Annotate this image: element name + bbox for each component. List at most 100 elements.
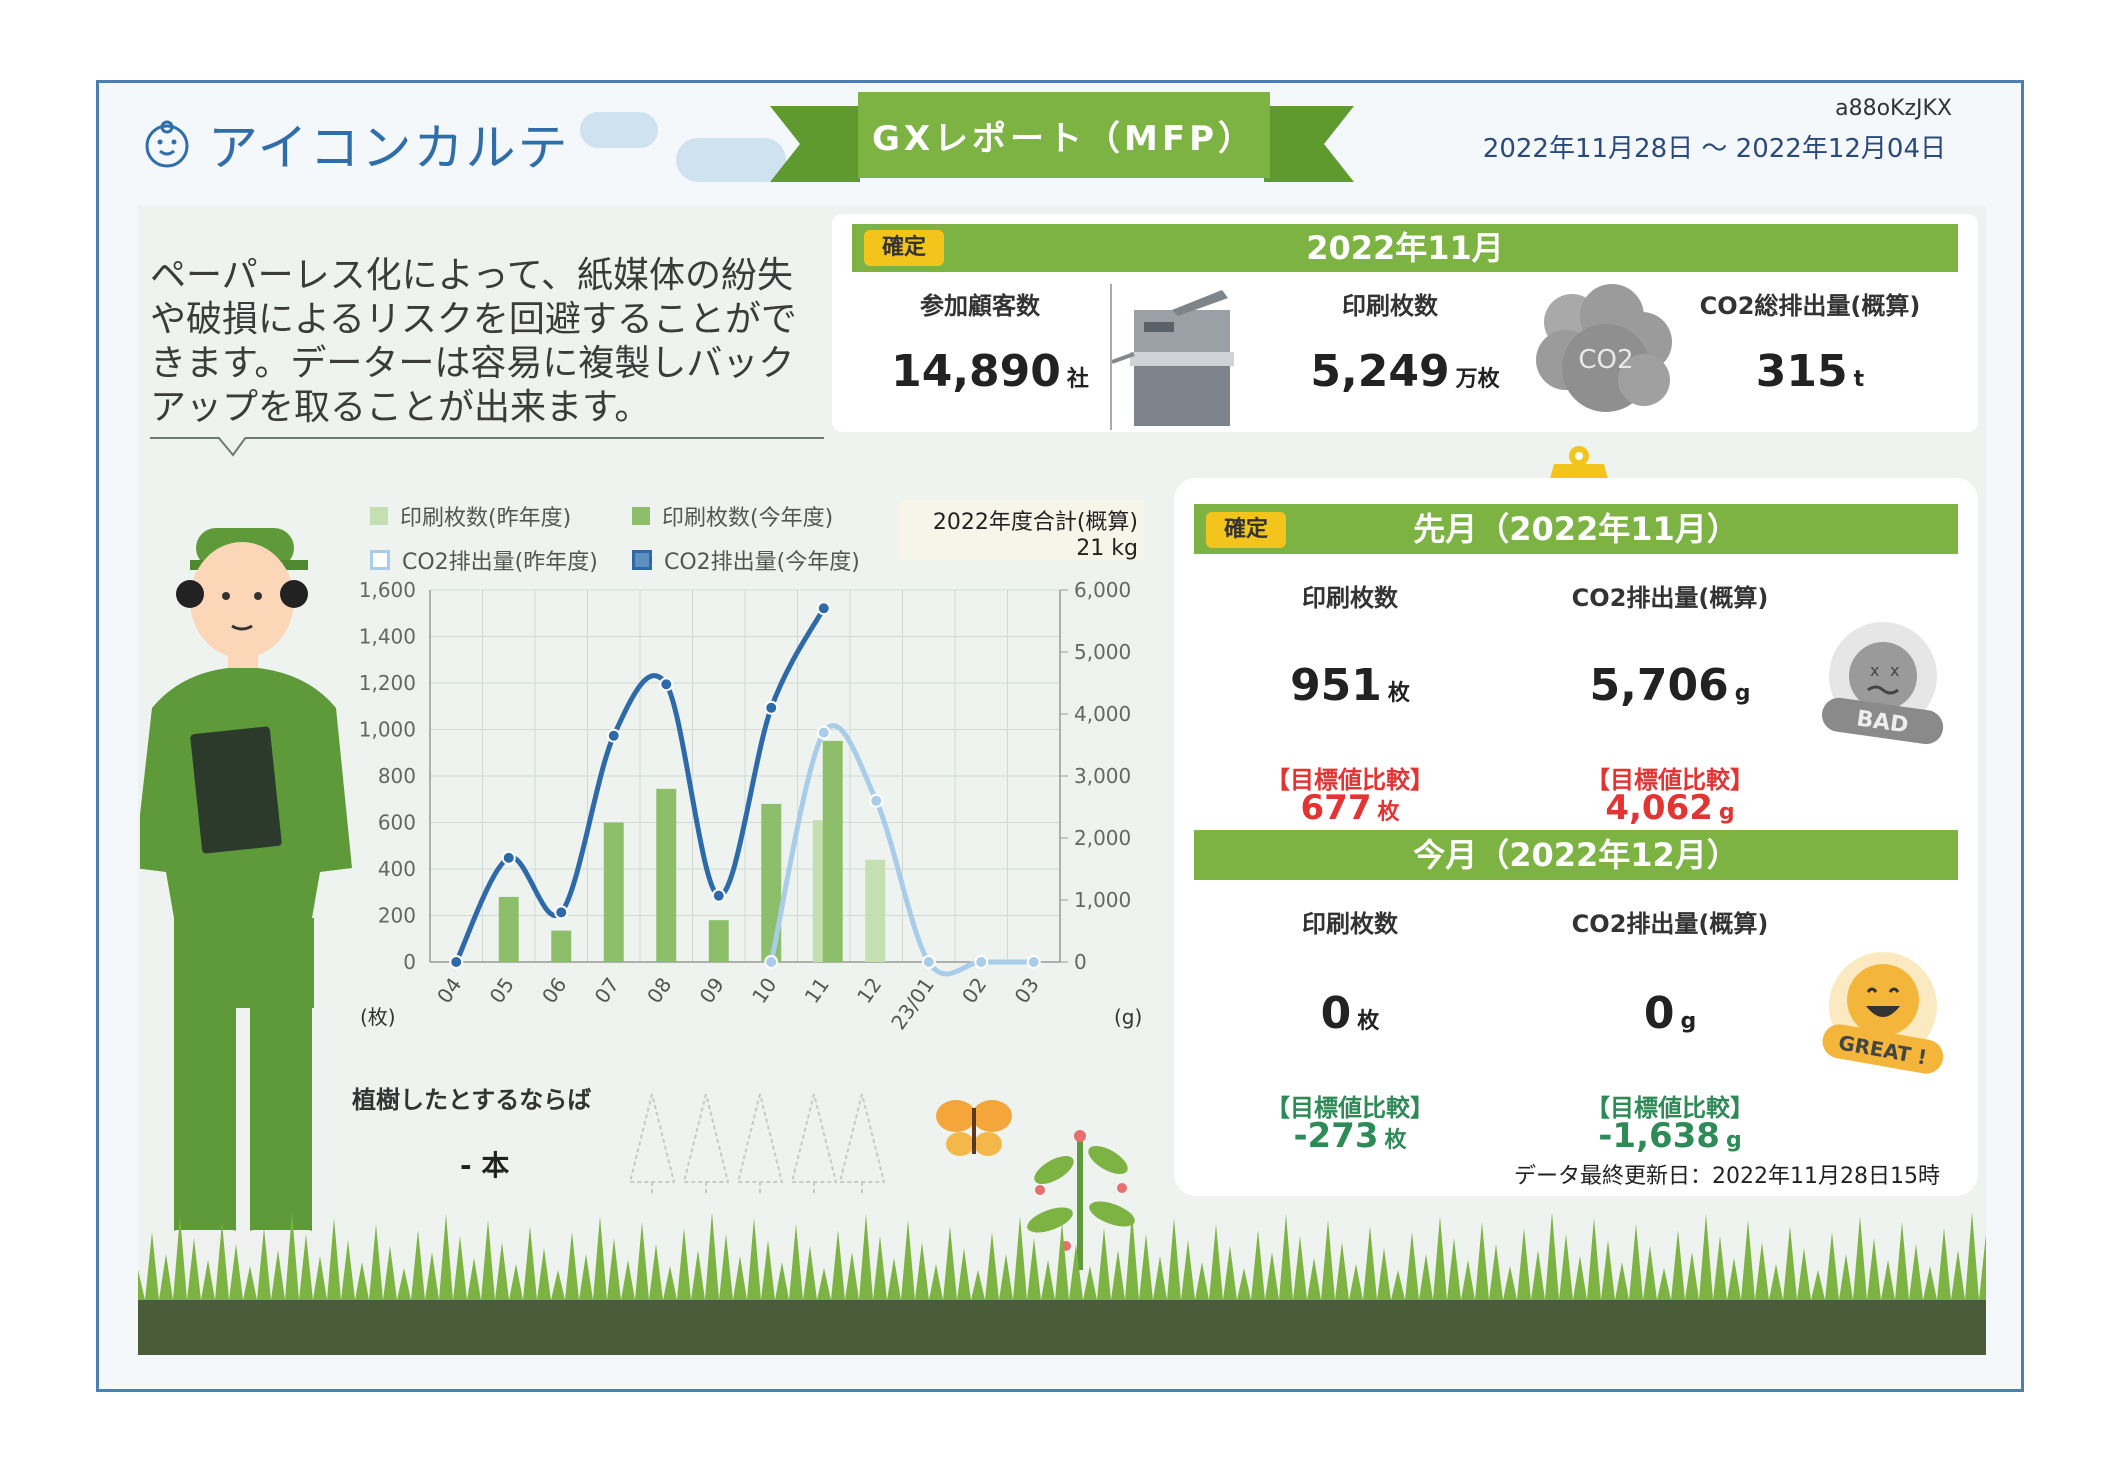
x-tick-label: 23/01 [886, 973, 939, 1034]
this-co2-cmp-unit: g [1725, 1128, 1742, 1153]
cloud-decoration [580, 112, 658, 148]
title-ribbon [770, 106, 1354, 182]
x-tick-label: 02 [957, 973, 991, 1008]
last-prints-number: 951 [1290, 660, 1382, 711]
svg-text:x: x [1870, 661, 1879, 680]
legend-swatch [370, 550, 390, 570]
y-right-tick-label: 1,000 [1074, 888, 1131, 912]
annual-total-value: 21 kg [1076, 536, 1138, 561]
line-co2-curr [454, 607, 826, 964]
customers-unit: 社 [1066, 367, 1089, 392]
last-month-chip: 確定 [1206, 512, 1286, 548]
line-co2-curr-point [659, 677, 674, 692]
line-co2-prev-point [974, 955, 989, 969]
line-co2-curr-point [554, 905, 569, 920]
legend-co2-prev: CO2排出量(昨年度) [370, 544, 598, 576]
last-updated: データ最終更新日：2022年11月28日15時 [1514, 1164, 1940, 1189]
legend-prints-prev: 印刷枚数(昨年度) [370, 500, 571, 532]
line-co2-prev-point [869, 793, 884, 808]
last-co2-label: CO2排出量(概算) [1571, 584, 1769, 612]
cloud-decoration [676, 138, 786, 182]
bar-prints-curr [498, 896, 519, 962]
summary-month: 2022年11月 [1306, 229, 1504, 267]
bar-prints-curr [551, 930, 572, 962]
annual-total-box: 2022年度合計(概算) 21 kg [900, 500, 1144, 561]
report-title: GXレポート（MFP） [858, 92, 1270, 178]
legend-label: CO2排出量(今年度) [664, 550, 860, 575]
y-left-tick-label: 1,200 [359, 671, 416, 695]
prints-label: 印刷枚数 [1342, 292, 1438, 320]
line-co2-prev-point [816, 725, 831, 740]
tree-outlines-icon [628, 1093, 886, 1196]
customers-number: 14,890 [891, 346, 1061, 397]
last-month-title: 先月（2022年11月） [1413, 510, 1739, 548]
y-right-tick-label: 5,000 [1074, 640, 1131, 664]
legend-label: 印刷枚数(今年度) [662, 506, 834, 531]
annual-total-label: 2022年度合計(概算) [932, 510, 1138, 535]
y-left-unit-label: (枚) [360, 1005, 396, 1029]
this-prints-cmp-label: 【目標値比較】 [1266, 1094, 1434, 1122]
intro-underline [150, 437, 824, 439]
bar-prints-curr [822, 740, 843, 962]
last-co2-cmp-label: 【目標値比較】 [1586, 766, 1754, 794]
line-co2-prev-point [764, 955, 779, 969]
y-right-tick-label: 6,000 [1074, 578, 1131, 602]
last-co2-number: 5,706 [1589, 660, 1729, 711]
line-co2-curr-point [764, 700, 779, 715]
logo: アイコンカルテ [140, 108, 570, 180]
x-tick-label: 03 [1010, 973, 1044, 1008]
combo-chart: 1,600 1,400 1,200 1,000 800 600 400 200 0 6,000 5,… [359, 578, 1143, 1034]
this-prints-cmp: -273 枚 [1250, 1116, 1450, 1156]
this-prints-number: 0 [1320, 988, 1352, 1039]
printer-icon [1112, 290, 1234, 426]
line-co2-curr-point [449, 955, 464, 969]
legend-label: 印刷枚数(昨年度) [400, 506, 572, 531]
y-left-tick-label: 400 [378, 857, 416, 881]
y-left-tick-label: 1,000 [359, 718, 416, 742]
this-co2-label: CO2排出量(概算) [1571, 910, 1769, 938]
y-right-tick-label: 3,000 [1074, 764, 1131, 788]
prints-unit: 万枚 [1455, 367, 1500, 392]
last-prints-unit: 枚 [1387, 681, 1410, 706]
x-tick-label: 09 [695, 973, 729, 1008]
last-prints-cmp: 677 枚 [1250, 788, 1450, 828]
butterfly-icon [936, 1100, 1012, 1156]
ground-band [138, 1300, 1986, 1355]
line-co2-curr-point [711, 888, 726, 903]
last-co2-cmp-number: 4,062 [1605, 788, 1713, 828]
x-tick-label: 11 [800, 973, 834, 1008]
this-co2-unit: g [1680, 1009, 1697, 1034]
bar-prints-curr [761, 803, 782, 962]
bar-prints-curr [708, 920, 729, 962]
x-tick-label: 12 [852, 973, 886, 1008]
speech-tail [218, 437, 247, 457]
line-co2-curr-point [606, 728, 621, 743]
this-co2-cmp-label: 【目標値比較】 [1586, 1094, 1754, 1122]
date-range: 2022年11月28日 〜 2022年12月04日 [1482, 134, 1946, 164]
trees-label: 植樹したとするならば [352, 1086, 592, 1114]
y-right-tick-label: 0 [1074, 950, 1087, 974]
divider [1110, 284, 1112, 430]
y-right-tick-label: 4,000 [1074, 702, 1131, 726]
last-prints-label: 印刷枚数 [1302, 584, 1398, 612]
prints-number: 5,249 [1310, 346, 1450, 397]
this-co2-cmp-number: -1,638 [1598, 1116, 1720, 1156]
this-prints-unit: 枚 [1357, 1009, 1380, 1034]
last-co2-cmp: 4,062 g [1560, 788, 1780, 828]
this-prints-label: 印刷枚数 [1302, 910, 1398, 938]
bar-prints-prev [865, 859, 886, 962]
co2-total-label: CO2総排出量(概算) [1699, 292, 1921, 320]
status-chip: 確定 [864, 230, 944, 266]
co2-total-number: 315 [1755, 346, 1848, 397]
co2-total-unit: t [1853, 367, 1865, 392]
y-right-tick-label: 2,000 [1074, 826, 1131, 850]
last-co2-unit: g [1734, 681, 1751, 706]
worker-character-illustration [140, 528, 352, 1254]
plant-icon [1027, 1130, 1135, 1270]
legend-co2-curr: CO2排出量(今年度) [632, 544, 860, 576]
y-left-tick-label: 1,600 [359, 578, 416, 602]
this-co2-cmp: -1,638 g [1560, 1116, 1780, 1156]
last-month-header: 先月（2022年11月） [1194, 504, 1958, 554]
co2-total-value: 315 t [1720, 346, 1900, 397]
